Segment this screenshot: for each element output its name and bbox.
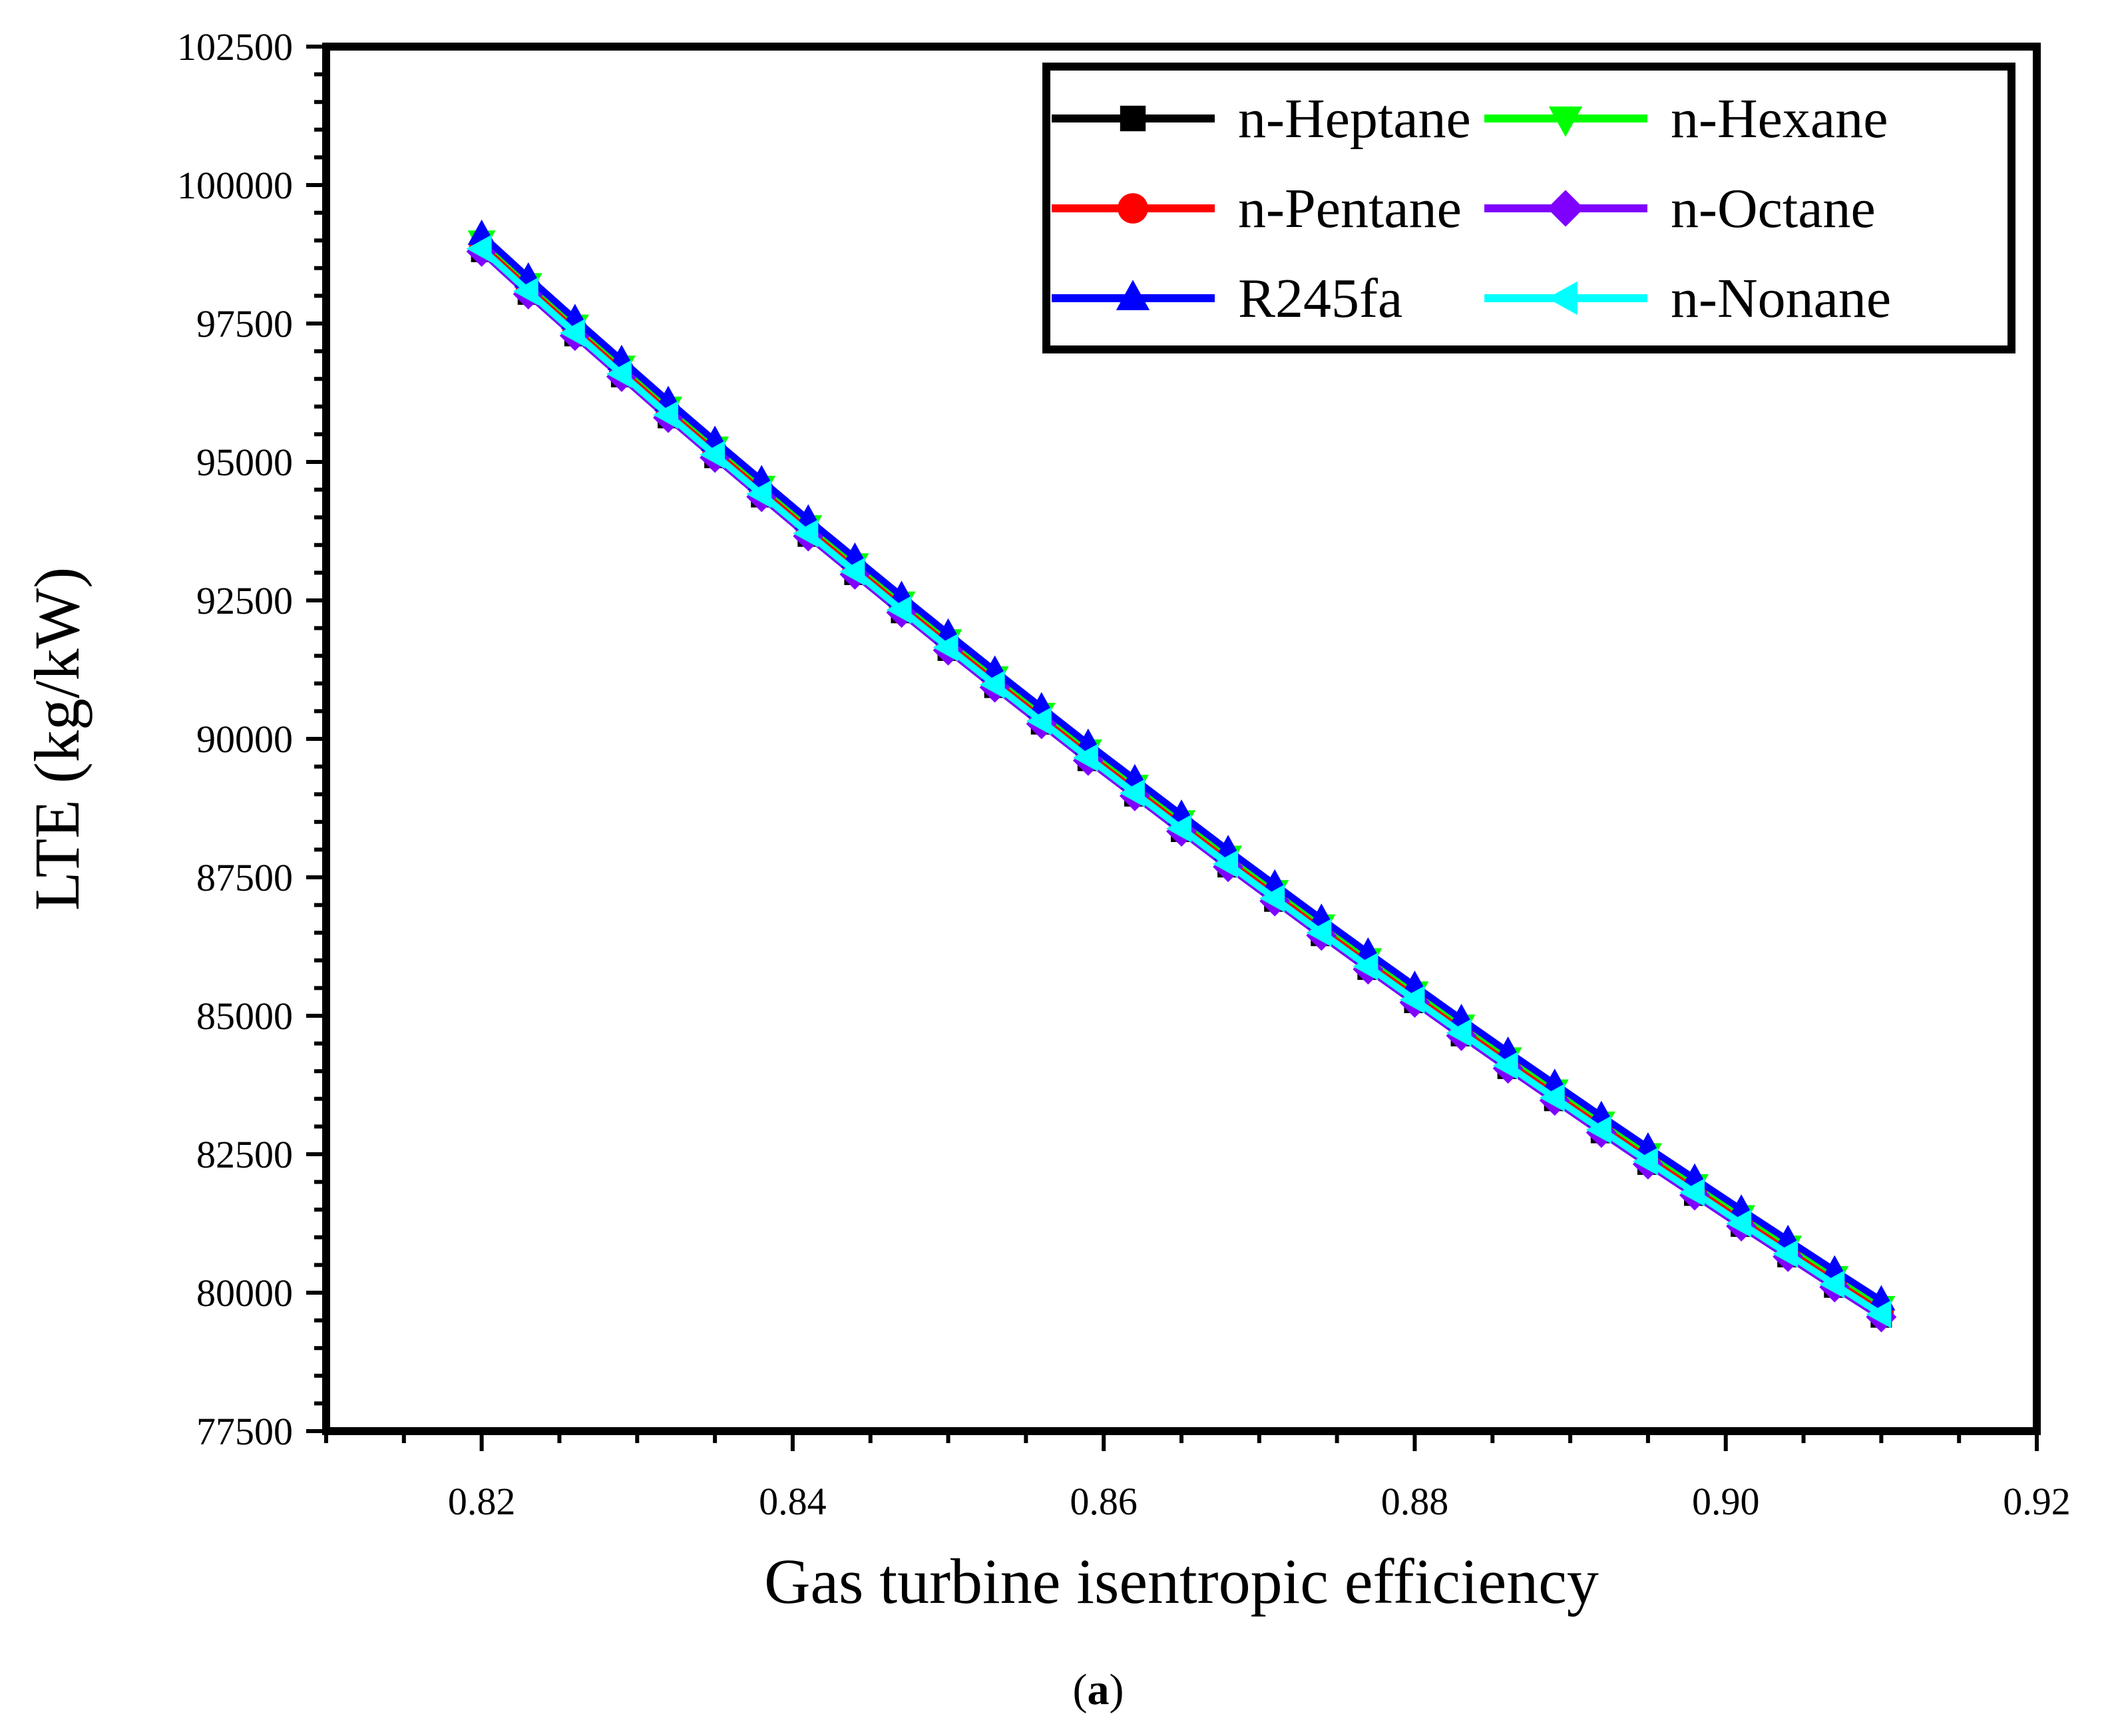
x-axis-title: Gas turbine isentropic efficiency — [764, 1546, 1599, 1617]
x-tick-label: 0.84 — [759, 1480, 827, 1523]
data-point — [1492, 1051, 1518, 1080]
data-point — [1632, 1147, 1658, 1176]
data-point — [1166, 814, 1191, 843]
data-point — [1539, 1084, 1565, 1112]
legend-marker — [1547, 281, 1578, 316]
data-point — [1072, 744, 1098, 772]
data-point — [1585, 1116, 1611, 1144]
y-tick-label: 77500 — [196, 1410, 293, 1453]
data-point — [513, 277, 538, 306]
y-tick-label: 82500 — [196, 1133, 293, 1176]
data-point — [1819, 1270, 1845, 1299]
legend-label: n-Pentane — [1238, 178, 1462, 240]
data-point — [1726, 1209, 1752, 1237]
legend-entry-n-pentane: n-Pentane — [1052, 178, 1462, 240]
data-point — [1353, 952, 1378, 980]
y-tick-label: 102500 — [177, 25, 293, 69]
data-point — [1773, 1239, 1798, 1268]
data-point — [606, 359, 632, 388]
y-axis: 77500 80000 82500 85000 87500 90000 92500 95000… — [177, 25, 326, 1453]
y-tick-label: 80000 — [196, 1271, 293, 1315]
series-n-nonane — [466, 234, 1892, 1329]
data-point — [1399, 985, 1425, 1014]
data-point — [1866, 1300, 1892, 1329]
legend-label: n-Octane — [1671, 178, 1876, 240]
data-point — [1679, 1178, 1705, 1207]
legend-entry-r245fa: R245fa — [1052, 268, 1402, 329]
y-tick-label: 92500 — [196, 579, 293, 622]
data-point — [653, 401, 678, 429]
data-point — [700, 441, 726, 469]
data-point — [466, 234, 492, 263]
data-point — [1213, 850, 1239, 879]
data-point — [1026, 707, 1052, 736]
legend-entry-n-heptane: n-Heptane — [1052, 88, 1471, 150]
data-point — [1306, 919, 1332, 947]
legend-label: n-Hexane — [1671, 88, 1888, 150]
x-axis: 0.82 0.84 0.86 0.88 0.90 0.92 — [324, 1431, 2071, 1523]
y-tick-label: 97500 — [196, 302, 293, 345]
data-point — [746, 480, 772, 509]
figure-caption: (a) — [1073, 1665, 1124, 1714]
y-axis-title: LTE (kg/kW) — [21, 567, 93, 911]
legend-entry-n-octane: n-Octane — [1484, 178, 1876, 240]
data-point — [1446, 1018, 1472, 1047]
x-tick-label: 0.88 — [1381, 1480, 1449, 1523]
y-tick-label: 90000 — [196, 718, 293, 761]
y-tick-label: 100000 — [177, 164, 293, 207]
x-tick-label: 0.82 — [448, 1480, 516, 1523]
legend-marker — [1116, 280, 1150, 310]
y-tick-label: 87500 — [196, 856, 293, 899]
data-point — [979, 670, 1005, 699]
caption-label: a — [1088, 1665, 1110, 1714]
data-point — [933, 633, 958, 662]
legend-entry-n-nonane: n-Nonane — [1484, 268, 1891, 329]
data-point — [1119, 779, 1145, 807]
x-tick-label: 0.90 — [1692, 1480, 1760, 1523]
y-tick-label: 85000 — [196, 994, 293, 1038]
series-layer — [466, 219, 1897, 1333]
data-point — [1259, 884, 1285, 913]
legend-marker — [1118, 193, 1148, 224]
data-point — [793, 519, 819, 548]
caption-open: ( — [1073, 1665, 1088, 1714]
x-tick-label: 0.86 — [1070, 1480, 1138, 1523]
data-point — [839, 557, 865, 586]
legend-label: n-Nonane — [1671, 268, 1891, 329]
legend-marker — [1547, 190, 1584, 227]
legend-marker — [1120, 105, 1146, 132]
caption-close: ) — [1110, 1665, 1124, 1714]
y-tick-label: 95000 — [196, 441, 293, 484]
legend-label: R245fa — [1238, 268, 1402, 329]
x-tick-label: 0.92 — [2003, 1480, 2071, 1523]
data-point — [886, 596, 912, 624]
legend-label: n-Heptane — [1238, 88, 1471, 150]
legend-marker — [1548, 107, 1583, 137]
legend-entry-n-hexane: n-Hexane — [1484, 88, 1888, 150]
data-point — [559, 319, 585, 347]
legend: n-Heptane n-Hexane n-Pentane n-Octane R245fa… — [1042, 63, 2015, 353]
